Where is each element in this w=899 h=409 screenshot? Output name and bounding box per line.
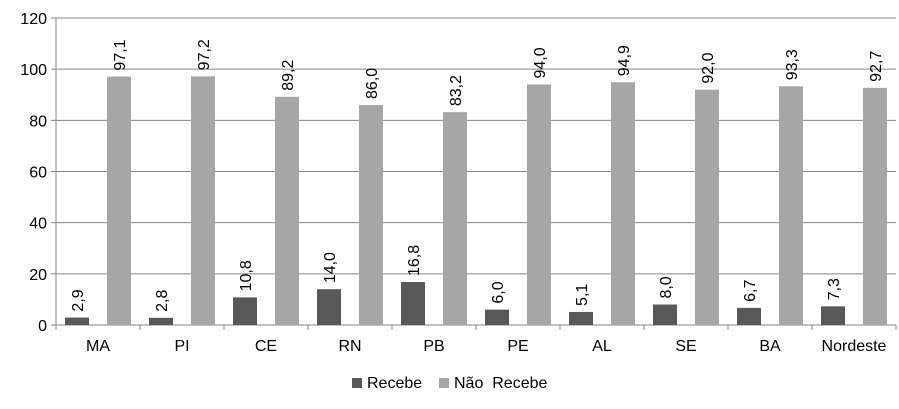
- y-tick-label: 20: [29, 267, 47, 284]
- data-label: 83,2: [448, 75, 465, 106]
- bar-recebe: [401, 282, 425, 325]
- data-label: 8,0: [658, 276, 675, 298]
- data-label: 6,7: [742, 280, 759, 302]
- bar-nao-recebe: [863, 87, 887, 325]
- bar-nao-recebe: [527, 84, 551, 326]
- data-label: 89,2: [280, 60, 297, 91]
- x-tick-label: PI: [174, 338, 189, 355]
- data-label: 7,3: [826, 278, 843, 300]
- x-tick-label: PE: [507, 338, 528, 355]
- y-tick-label: 100: [20, 62, 47, 79]
- x-tick-label: AL: [592, 338, 612, 355]
- x-tick-label: MA: [86, 338, 110, 355]
- data-label: 86,0: [364, 68, 381, 99]
- data-label: 97,1: [112, 39, 129, 70]
- legend-label: Recebe: [367, 375, 422, 392]
- bar-nao-recebe: [107, 76, 131, 325]
- y-tick-label: 40: [29, 216, 47, 233]
- bar-recebe: [737, 307, 761, 325]
- bar-recebe: [149, 317, 173, 325]
- bar-nao-recebe: [275, 96, 299, 326]
- legend: Recebe Não Recebe: [352, 375, 547, 392]
- x-tick-label: BA: [759, 338, 781, 355]
- bar-recebe: [569, 311, 593, 325]
- bar-recebe: [317, 289, 341, 325]
- x-tick-label: PB: [423, 338, 444, 355]
- data-labels: 2,9 97,1 2,8 97,2 10,8 89,2 14,0 86,0 16,8 83,2 6,…: [70, 39, 885, 312]
- bar-nao-recebe: [191, 76, 215, 325]
- data-label: 14,0: [322, 252, 339, 283]
- x-tick-label: Nordeste: [822, 338, 887, 355]
- x-tick-label: CE: [255, 338, 277, 355]
- gridlines: [56, 17, 896, 275]
- data-label: 97,2: [196, 39, 213, 70]
- bar-nao-recebe: [443, 112, 467, 325]
- bar-nao-recebe: [695, 89, 719, 325]
- bar-recebe: [653, 304, 677, 325]
- x-tick-label: RN: [338, 338, 361, 355]
- data-label: 92,0: [700, 52, 717, 83]
- bar-nao-recebe: [611, 82, 635, 325]
- data-label: 92,7: [868, 51, 885, 82]
- y-tick-label: 80: [29, 113, 47, 130]
- x-tick-label: SE: [675, 338, 696, 355]
- legend-swatch: [439, 378, 449, 388]
- bar-recebe: [65, 317, 89, 325]
- bar-nao-recebe: [359, 104, 383, 325]
- data-label: 6,0: [490, 281, 507, 303]
- bars: [65, 76, 887, 326]
- bar-recebe: [485, 309, 509, 325]
- data-label: 94,0: [532, 47, 549, 78]
- y-tick-label: 60: [29, 165, 47, 182]
- legend-label: Não Recebe: [454, 375, 547, 392]
- y-tick-label: 120: [20, 11, 47, 28]
- data-label: 16,8: [406, 245, 423, 276]
- y-tick-label: 0: [38, 318, 47, 335]
- data-label: 94,9: [616, 45, 633, 76]
- data-label: 2,8: [154, 289, 171, 311]
- bar-recebe: [233, 297, 257, 325]
- legend-item: Não Recebe: [439, 375, 547, 392]
- data-label: 93,3: [784, 49, 801, 80]
- data-label: 10,8: [238, 260, 255, 291]
- bar-recebe: [821, 306, 845, 325]
- legend-swatch: [352, 378, 362, 388]
- bar-nao-recebe: [779, 86, 803, 326]
- data-label: 2,9: [70, 289, 87, 311]
- legend-item: Recebe: [352, 375, 422, 392]
- data-label: 5,1: [574, 284, 591, 306]
